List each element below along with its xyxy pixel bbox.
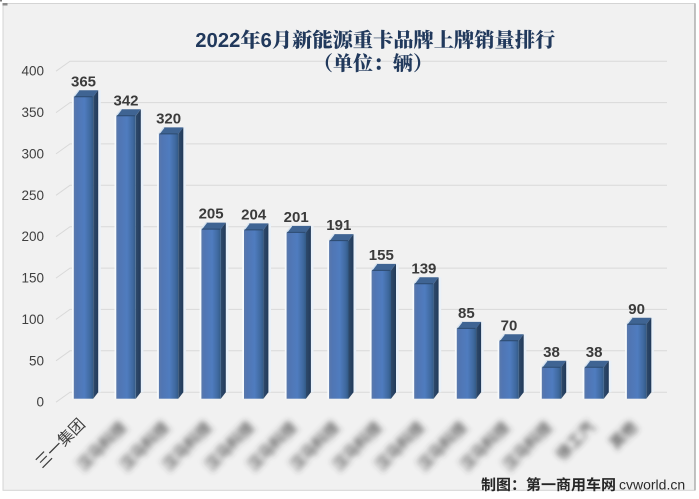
svg-text:350: 350	[21, 105, 44, 120]
svg-text:201: 201	[284, 209, 309, 226]
svg-text:90: 90	[628, 301, 645, 318]
svg-text:50: 50	[29, 353, 44, 368]
svg-text:100: 100	[21, 312, 44, 327]
svg-text:400: 400	[21, 64, 44, 79]
svg-text:365: 365	[71, 73, 96, 90]
svg-text:320: 320	[156, 111, 181, 128]
svg-text:250: 250	[21, 188, 44, 203]
svg-text:cvworld.cn: cvworld.cn	[619, 477, 685, 493]
svg-text:191: 191	[326, 217, 351, 234]
svg-text:38: 38	[586, 344, 603, 361]
svg-text:204: 204	[241, 207, 267, 224]
svg-text:85: 85	[458, 305, 475, 322]
svg-text:342: 342	[113, 92, 138, 109]
svg-text:300: 300	[21, 146, 44, 161]
svg-text:139: 139	[411, 260, 436, 277]
svg-text:205: 205	[199, 206, 224, 223]
svg-text:38: 38	[543, 344, 560, 361]
svg-text:150: 150	[21, 271, 44, 286]
svg-text:0: 0	[36, 395, 44, 410]
svg-text:200: 200	[21, 229, 44, 244]
svg-text:155: 155	[369, 247, 394, 264]
svg-text:70: 70	[501, 317, 518, 334]
